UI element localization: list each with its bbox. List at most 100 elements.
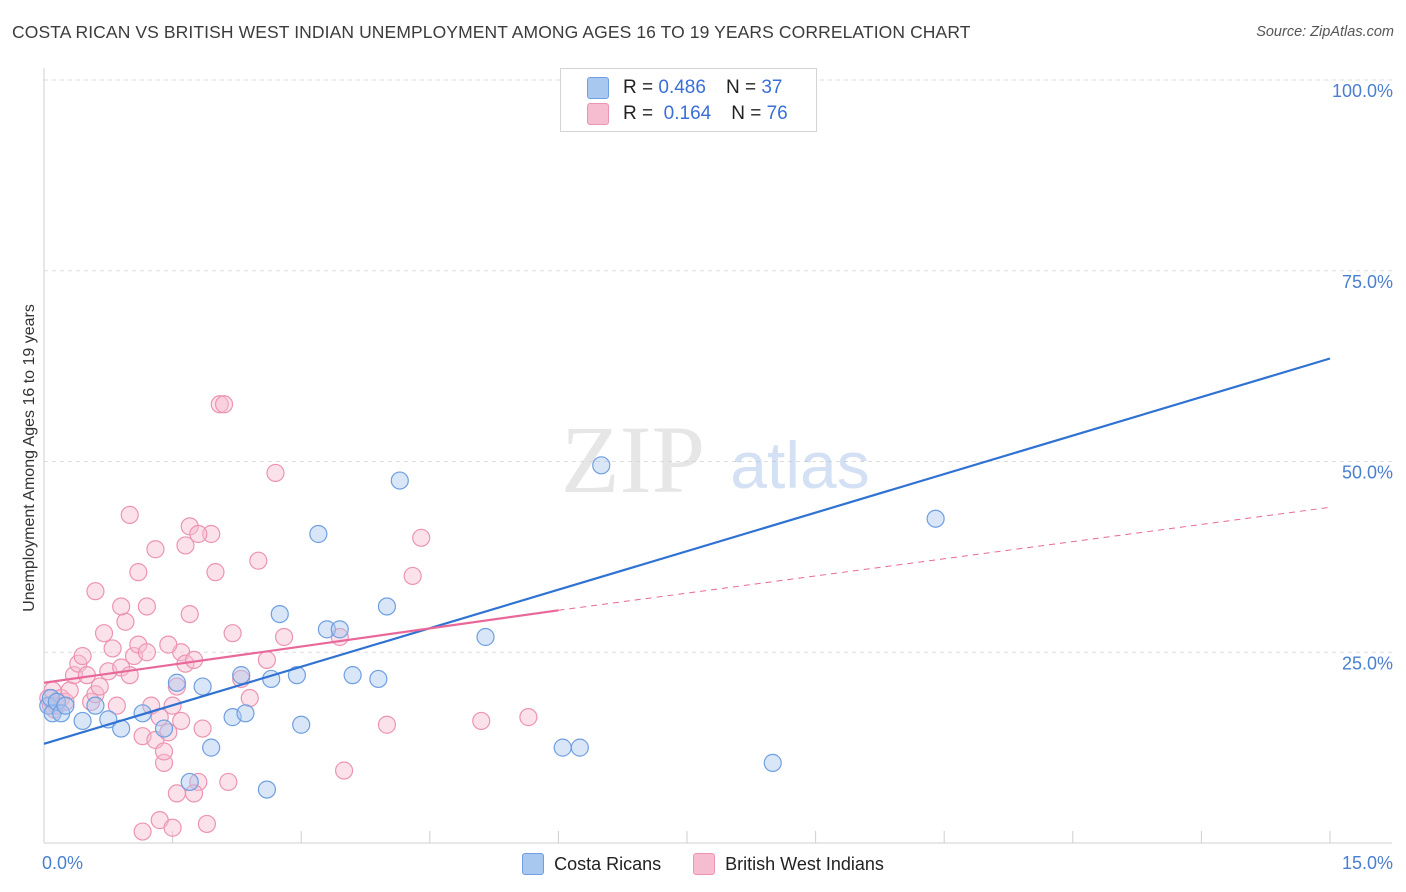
watermark-atlas: atlas (730, 428, 869, 502)
british-west-indians-point (159, 635, 178, 654)
british-west-indians-point (377, 715, 397, 734)
n-value: 37 (761, 77, 783, 98)
costa-ricans-point (47, 692, 66, 711)
british-west-indians-point (163, 818, 182, 837)
legend-label: Costa Ricans (554, 853, 662, 874)
costa-ricans-point (167, 673, 186, 692)
british-west-indians-point (193, 719, 212, 738)
y-axis-label: Unemployment Among Ages 16 to 19 years (21, 304, 38, 612)
costa-ricans-point (270, 604, 289, 624)
british-west-indians-trend-line (43, 609, 559, 684)
british-west-indians-point (129, 563, 148, 582)
british-west-indians-point (107, 696, 126, 715)
costa-ricans-point (317, 620, 337, 639)
costa-ricans-point (369, 669, 388, 689)
british-west-indians-point (180, 604, 199, 624)
british-west-indians-point (137, 597, 156, 616)
trend-lines (43, 357, 1331, 745)
y-tick-label: 100.0% (1332, 81, 1393, 101)
costa-ricans-point (377, 597, 397, 616)
british-west-indians-point (206, 563, 225, 582)
costa-ricans-point (330, 620, 349, 639)
british-west-indians-point (167, 677, 186, 696)
british-west-indians-point (197, 814, 216, 834)
costa-ricans-point (236, 704, 255, 723)
british-west-indians-point (112, 597, 131, 616)
british-west-indians-point (116, 612, 135, 631)
british-west-indians-point (223, 624, 242, 643)
british-west-indians-point (472, 711, 491, 731)
british-west-indians-point (103, 639, 122, 658)
british-west-indians-point (154, 742, 174, 761)
grid-lines (44, 79, 1392, 653)
n-value: 76 (766, 103, 788, 124)
british-west-indians-point (334, 761, 354, 780)
costa-ricans-points (39, 456, 945, 799)
costa-ricans-point (343, 666, 362, 685)
british-west-indians-point (249, 551, 268, 570)
british-west-indians-point (266, 463, 285, 483)
costa-ricans-point (292, 715, 311, 734)
costa-ricans-point (202, 738, 221, 757)
costa-ricans-point (390, 471, 409, 490)
tick-labels: 25.0% 50.0% 75.0% 100.0% 0.0% 15.0% (42, 81, 1393, 873)
british-west-indians-point (412, 528, 431, 547)
r-value: 0.164 (663, 103, 712, 124)
costa-ricans-point (592, 456, 611, 475)
british-west-indians-point (184, 784, 204, 803)
y-tick-label: 25.0% (1342, 653, 1393, 673)
british-west-indians-point (146, 540, 165, 559)
costa-ricans-point (476, 627, 495, 647)
watermark-zip: ZIP (561, 406, 705, 513)
costa-ricans-point (570, 738, 589, 757)
costa-ricans-point (763, 753, 782, 772)
x-tick-label: 0.0% (42, 853, 83, 873)
watermark: ZIP atlas (561, 406, 870, 513)
source-label: Source: ZipAtlas.com (1256, 24, 1394, 40)
costa-ricans-point (926, 509, 945, 528)
legend-item-costa-ricans: Costa Ricans (522, 853, 661, 875)
costa-ricans-point (232, 666, 251, 685)
british-west-indians-trend-extension (558, 506, 1331, 611)
british-west-indians-point (172, 711, 191, 731)
costa-ricans-point (86, 696, 105, 715)
y-tick-label: 50.0% (1342, 463, 1393, 483)
british-west-indians-point (86, 582, 105, 601)
costa-ricans-point (309, 524, 328, 544)
british-west-indians-point (403, 566, 422, 586)
british-west-indians-point (519, 708, 538, 727)
r-label: R = (623, 103, 654, 124)
costa-ricans-point (287, 666, 307, 685)
british-west-indians-point (214, 395, 234, 414)
costa-ricans-point (257, 780, 277, 799)
costa-ricans-point (73, 711, 92, 731)
british-west-indians-point (257, 650, 277, 669)
british-west-indians-point (202, 524, 221, 544)
costa-ricans-trend-line (43, 357, 1331, 745)
british-west-indians-point (90, 677, 109, 696)
british-west-indians-point (189, 524, 208, 544)
r-label: R = (623, 77, 654, 98)
n-label: N = (725, 77, 757, 98)
british-west-indians-point (120, 505, 139, 525)
legend-swatch-blue (522, 853, 545, 875)
chart-title: COSTA RICAN VS BRITISH WEST INDIAN UNEMP… (12, 22, 971, 42)
british-west-indians-point (219, 772, 238, 792)
british-west-indians-point (240, 688, 259, 708)
stats-legend: R = 0.486 N = 37 R = 0.164 N = 76 (560, 68, 817, 132)
legend-swatch-pink (587, 103, 609, 125)
british-west-indians-point (210, 395, 229, 414)
stats-legend-row-costa-ricans: R = 0.486 N = 37 (587, 75, 782, 101)
british-west-indians-point (133, 822, 152, 841)
british-west-indians-point (274, 627, 294, 647)
legend-item-british-west-indians: British West Indians (693, 853, 884, 875)
legend-swatch-blue (587, 77, 609, 99)
series-legend: Costa Ricans British West Indians (0, 851, 1406, 877)
costa-ricans-point (193, 677, 212, 696)
costa-ricans-point (180, 772, 199, 792)
british-west-indians-point (176, 536, 195, 555)
british-west-indians-point (137, 643, 156, 662)
stats-legend-row-british-west-indians: R = 0.164 N = 76 (587, 101, 788, 127)
x-tick-label: 15.0% (1342, 853, 1393, 873)
